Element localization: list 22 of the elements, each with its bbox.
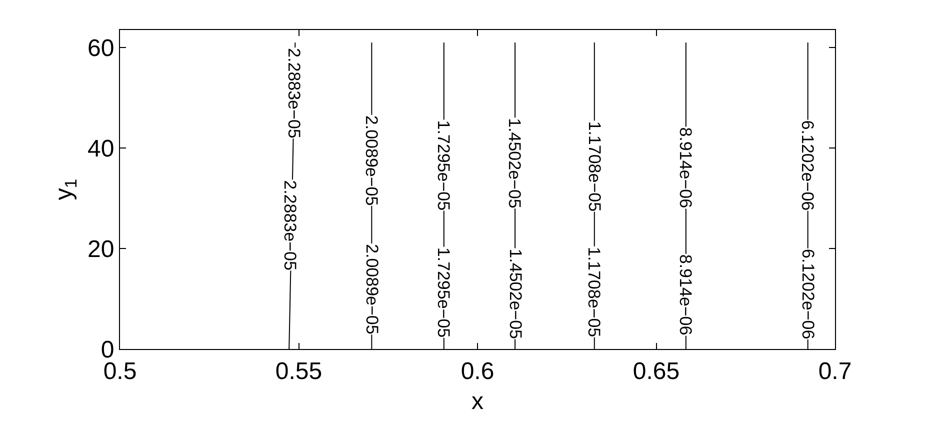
annotation: 1.4502e−05: [505, 118, 524, 208]
annotation: 8.914e−06: [676, 254, 696, 336]
annotation: 2.0089e−05: [362, 244, 382, 334]
annotation: 2.2883e−05: [284, 48, 304, 138]
x-tick-label: 0.7: [818, 358, 852, 385]
annotation: 2.2883e−05: [280, 180, 300, 270]
annotation: 1.1708e−05: [585, 121, 604, 212]
x-axis-title: x: [472, 388, 484, 416]
annotation: 1.1708e−05: [584, 246, 604, 338]
x-tick-label: 0.6: [460, 358, 494, 385]
annotation: 6.1202e−06: [798, 248, 818, 340]
annotation: 1.7295e−05: [434, 120, 454, 211]
x-tick-label: 0.55: [275, 358, 322, 385]
y-tick-label: 60: [87, 34, 114, 62]
annotation: 2.0089e−05: [362, 115, 381, 206]
annotation: 6.1202e−06: [798, 120, 817, 211]
annotation: 1.4502e−05: [506, 248, 525, 339]
y-tick-label: 40: [87, 135, 114, 162]
annotation: 8.914e−06: [676, 127, 696, 208]
x-tick-label: 0.65: [632, 358, 680, 385]
y-tick-label: 20: [87, 236, 114, 263]
annotation: 1.7295e−05: [434, 247, 454, 338]
